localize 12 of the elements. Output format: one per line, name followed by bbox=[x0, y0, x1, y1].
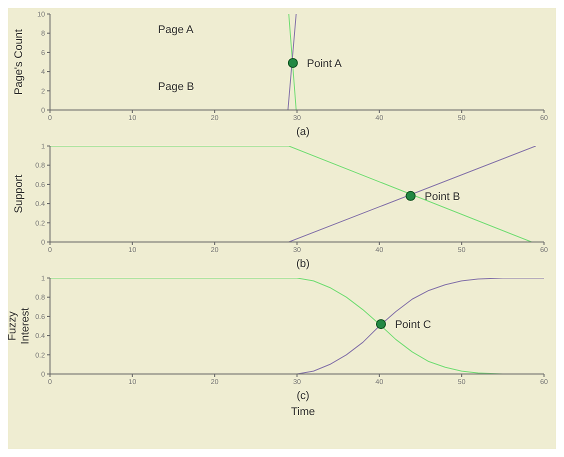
annotation: Point B bbox=[424, 190, 460, 203]
y-axis-title: Page's Count bbox=[13, 29, 25, 95]
text: (a) bbox=[295, 126, 311, 140]
text: (b) bbox=[295, 258, 311, 272]
annotation: Point C bbox=[394, 318, 432, 331]
x-axis-title: Time bbox=[290, 406, 316, 420]
y-axis-title: Support bbox=[13, 174, 25, 214]
y-axis-title: Fuzzy Interest bbox=[6, 308, 32, 344]
annotation: Page B bbox=[158, 81, 194, 93]
annotation: Page A bbox=[158, 24, 194, 36]
annotation: Point A bbox=[306, 58, 342, 70]
text: (c) bbox=[296, 390, 310, 404]
